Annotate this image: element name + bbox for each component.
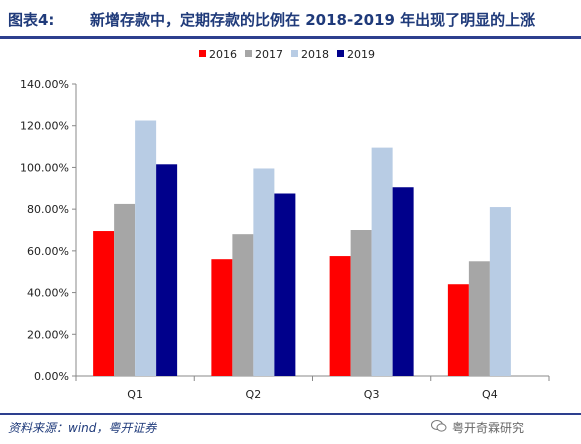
legend-swatch-2019 — [337, 50, 344, 57]
y-axis: 0.00% 20.00% 40.00% 60.00% 80.00% 100.00% 120.… — [20, 78, 77, 383]
bars — [93, 120, 511, 376]
bar-Q3-2019 — [392, 187, 414, 376]
y-tick-label: 100.00% — [20, 161, 69, 174]
legend-label-2016: 2016 — [209, 48, 237, 61]
legend-swatch-2017 — [245, 50, 252, 57]
bar-Q2-2017 — [232, 234, 254, 376]
bar-Q1-2017 — [114, 203, 136, 376]
bar-Q1-2016 — [93, 231, 115, 376]
footer-divider — [0, 413, 581, 415]
bar-Q4-2016 — [447, 284, 469, 376]
watermark: 粤开奇霖研究 — [452, 421, 525, 435]
bar-Q4-2017 — [468, 261, 490, 376]
figure-label: 图表4: — [8, 11, 55, 29]
bar-Q2-2019 — [274, 193, 296, 376]
source-note: 资料来源：wind，粤开证券 — [8, 421, 157, 435]
y-tick-label: 60.00% — [27, 245, 69, 258]
legend-label-2018: 2018 — [301, 48, 329, 61]
x-tick-label: Q2 — [246, 388, 262, 401]
bar-chart: 2016 2017 2018 2019 0.00% 20.00% 40.00% 60.00%… — [20, 48, 550, 401]
bar-Q4-2018 — [489, 207, 511, 376]
bar-Q1-2018 — [135, 120, 157, 376]
chart-title: 新增存款中，定期存款的比例在 2018-2019 年出现了明显的上涨 — [90, 11, 536, 29]
legend: 2016 2017 2018 2019 — [199, 48, 375, 61]
y-tick-label: 40.00% — [27, 287, 69, 300]
x-tick-label: Q4 — [482, 388, 498, 401]
y-tick-label: 20.00% — [27, 328, 69, 341]
bar-Q1-2019 — [156, 164, 178, 376]
wechat-icon — [431, 420, 447, 432]
header-divider — [0, 36, 581, 39]
bar-Q3-2018 — [371, 147, 393, 376]
bar-Q3-2016 — [329, 256, 351, 376]
y-tick-label: 120.00% — [20, 120, 69, 133]
legend-label-2019: 2019 — [347, 48, 375, 61]
bar-Q2-2016 — [211, 259, 233, 376]
figure-header: 图表4: 新增存款中，定期存款的比例在 2018-2019 年出现了明显的上涨 — [0, 0, 581, 40]
x-tick-label: Q3 — [364, 388, 380, 401]
y-tick-label: 80.00% — [27, 203, 69, 216]
y-tick-label: 140.00% — [20, 78, 69, 91]
bar-Q2-2018 — [253, 168, 275, 376]
y-tick-label: 0.00% — [34, 370, 69, 383]
x-axis: Q1 Q2 Q3 Q4 — [75, 375, 550, 401]
legend-label-2017: 2017 — [255, 48, 283, 61]
legend-swatch-2018 — [291, 50, 298, 57]
legend-swatch-2016 — [199, 50, 206, 57]
x-tick-label: Q1 — [127, 388, 143, 401]
bar-Q3-2017 — [350, 230, 372, 376]
